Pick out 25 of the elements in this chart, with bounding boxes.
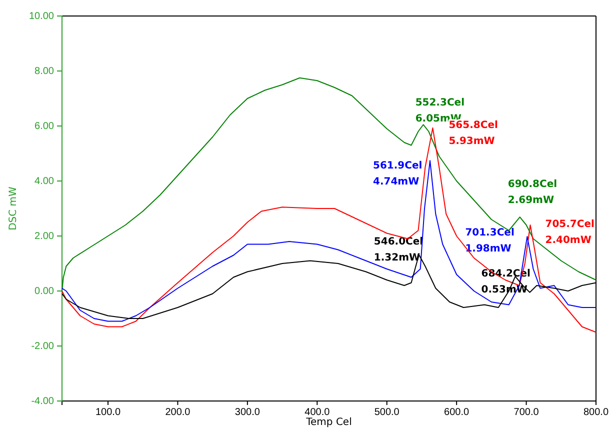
y-tick-label: -4.00 xyxy=(31,396,54,408)
y-axis-title: DSC mW xyxy=(8,186,19,230)
annotation: 705.7Cel 2.40mW xyxy=(545,219,594,246)
x-axis-title: Temp Cel xyxy=(305,417,352,428)
y-tick-label: 2.00 xyxy=(34,231,54,242)
x-tick-label: 600.0 xyxy=(444,407,470,418)
annotation: 690.8Cel 2.69mW xyxy=(508,179,558,206)
x-tick-label: 700.0 xyxy=(514,407,540,418)
x-tick-label: 800.0 xyxy=(583,407,609,418)
x-tick-label: 500.0 xyxy=(374,407,400,418)
line-series xyxy=(62,160,596,322)
y-tick-label: 8.00 xyxy=(34,66,54,78)
y-tick-label: -2.00 xyxy=(31,341,54,352)
annotation: 561.9Cel 4.74mW xyxy=(373,160,422,188)
x-tick-label: 400.0 xyxy=(304,407,330,418)
y-tick-label: 0.00 xyxy=(34,286,54,298)
y-tick-label: 10.00 xyxy=(28,11,54,22)
y-tick-label: 6.00 xyxy=(34,121,54,132)
annotation: 565.8Cel 5.93mW xyxy=(448,120,498,147)
x-tick-label: 100.0 xyxy=(95,407,121,418)
x-tick-label: 200.0 xyxy=(165,407,191,418)
line-series xyxy=(62,127,596,333)
x-tick-label: 300.0 xyxy=(234,407,260,418)
y-tick-label: 4.00 xyxy=(34,176,54,188)
line-series xyxy=(62,77,596,292)
